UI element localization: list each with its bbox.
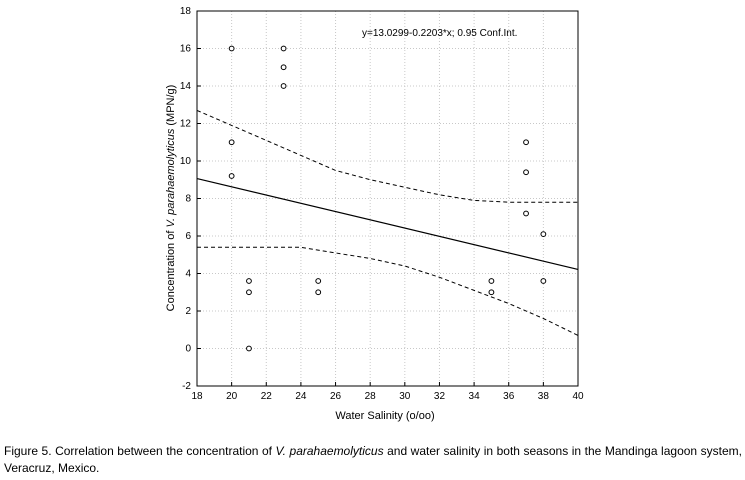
data-point: [523, 210, 529, 217]
regression-line: [196, 177, 579, 270]
y-tick-label: 16: [180, 44, 192, 55]
grid-lines: [197, 11, 578, 386]
y-tick-label: 10: [180, 156, 192, 167]
y-tick-label: 12: [180, 119, 192, 130]
y-axis-title-suffix: (MPN/g): [165, 85, 177, 129]
data-point: [246, 345, 252, 352]
data-point: [488, 289, 495, 296]
y-axis-title: Concentration of V. parahaemolyticus (MP…: [165, 85, 177, 312]
y-tick-label: 6: [185, 231, 191, 242]
data-point: [280, 64, 287, 71]
x-tick-label: 38: [538, 391, 550, 402]
x-tick-label: 26: [330, 391, 342, 402]
data-point: [280, 45, 287, 52]
caption-species: V. parahaemolyticus: [275, 444, 384, 458]
y-tick-label: 2: [185, 306, 191, 317]
data-points: [228, 45, 547, 352]
data-point: [540, 278, 547, 284]
x-tick-label: 36: [503, 391, 515, 402]
y-axis-title-italic: V. parahaemolyticus: [165, 128, 177, 227]
x-tick-label: 24: [295, 391, 307, 402]
caption-text-end: and water salinity in both seasons in th…: [4, 444, 742, 475]
confidence-bands: [196, 109, 579, 336]
tick-marks: [196, 10, 579, 387]
x-tick-label: 28: [365, 391, 377, 402]
data-point: [488, 278, 495, 284]
y-tick-label: 14: [180, 81, 192, 92]
x-axis-title: Water Salinity (o/oo): [335, 410, 434, 422]
x-tick-labels: 18 20 22 24 26 28 30 32 34 36 38 40: [191, 391, 584, 402]
data-point: [523, 169, 529, 176]
upper-confidence-band: [196, 109, 578, 203]
data-point: [280, 83, 287, 89]
data-point: [228, 139, 235, 146]
y-tick-label: 0: [185, 344, 191, 355]
data-point: [540, 231, 547, 238]
y-tick-label: 8: [185, 194, 191, 205]
data-point: [246, 289, 252, 296]
x-tick-label: 32: [434, 391, 446, 402]
x-tick-label: 22: [261, 391, 273, 402]
data-point: [523, 139, 529, 146]
data-point: [315, 289, 322, 296]
y-axis-title-prefix: Concentration of: [165, 228, 177, 312]
regression-line-group: [196, 177, 579, 270]
x-tick-label: 34: [469, 391, 481, 402]
x-tick-label: 18: [191, 391, 203, 402]
figure-caption: Figure 5. Correlation between the concen…: [4, 443, 742, 477]
y-tick-label: 18: [180, 6, 192, 17]
x-tick-label: 20: [226, 391, 238, 402]
scatter-chart: 18 20 22 24 26 28 30 32 34 36 38 40 -20246810121416…: [165, 6, 584, 422]
x-tick-label: 30: [399, 391, 411, 402]
caption-text-start: Figure 5. Correlation between the concen…: [4, 444, 276, 458]
lower-confidence-band: [197, 246, 579, 336]
y-tick-label: 4: [185, 269, 191, 280]
data-point: [315, 278, 322, 284]
x-tick-label: 40: [572, 391, 584, 402]
y-tick-labels: -2 0 2 4 6 8 10 12 14 16 18: [180, 6, 192, 392]
regression-annotation: y=13.0299-0.2203*x; 0.95 Conf.Int.: [362, 28, 517, 39]
data-point: [228, 45, 235, 52]
y-tick-label: -2: [182, 381, 191, 392]
data-point: [246, 278, 252, 284]
data-point: [228, 173, 235, 179]
